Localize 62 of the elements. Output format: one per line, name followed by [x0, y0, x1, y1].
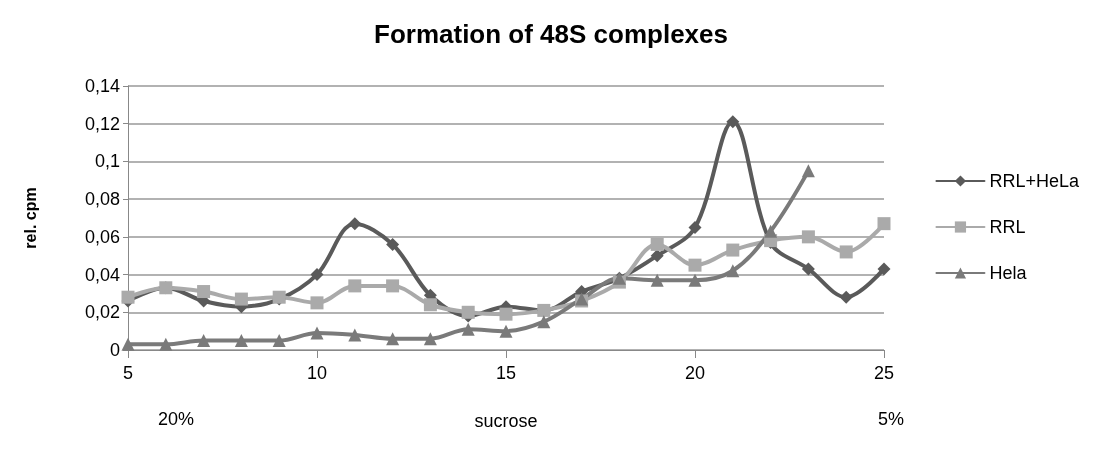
point: [348, 328, 362, 342]
point: [121, 290, 135, 304]
point: [877, 217, 891, 231]
text: 5%: [878, 409, 905, 429]
point: [197, 285, 211, 299]
y-axis-title: rel. cpm: [21, 187, 39, 249]
point: [461, 322, 475, 336]
point: [121, 337, 135, 351]
point: [726, 243, 740, 257]
point: [801, 164, 815, 178]
point: [272, 334, 286, 348]
y-tick-label: 0,04: [84, 264, 120, 285]
y-tick-label: 0,1: [94, 151, 120, 172]
y-tick-label: 0,08: [84, 189, 120, 210]
point: [197, 334, 211, 348]
x-tick-label: 20: [684, 363, 706, 383]
point: [877, 262, 891, 276]
point: [310, 268, 324, 282]
text: 20%: [158, 409, 195, 429]
y-tick-label: 0,02: [84, 302, 120, 323]
point: [726, 264, 740, 278]
point: [801, 230, 815, 244]
x-tick-label: 25: [873, 363, 895, 383]
point: [726, 115, 740, 129]
legend-label: Hela: [989, 263, 1028, 283]
point: [386, 279, 400, 293]
point: [310, 296, 324, 310]
point: [650, 237, 664, 251]
point: [348, 217, 362, 231]
point: [839, 290, 853, 304]
point: [159, 337, 173, 351]
point: [650, 273, 664, 287]
point: [688, 220, 702, 234]
point: [386, 237, 400, 251]
point: [499, 307, 513, 321]
point: [801, 262, 815, 276]
point: [234, 334, 248, 348]
point: [423, 332, 437, 346]
point: [386, 332, 400, 346]
y-tick-label: 0: [109, 340, 120, 360]
y-tick-label: 0,06: [84, 226, 120, 247]
y-tick-label: 0,14: [84, 76, 120, 96]
point: [348, 279, 362, 293]
point: [234, 292, 248, 306]
point: [688, 258, 702, 272]
x-tick-label: 15: [495, 363, 517, 383]
point: [461, 305, 475, 319]
point: [499, 324, 513, 338]
point: [650, 249, 664, 263]
x-axis-title: sucrose: [474, 411, 538, 431]
point: [310, 326, 324, 340]
legend-label: RRL: [989, 217, 1026, 237]
x-tick-label: 10: [306, 363, 328, 383]
point: [764, 224, 778, 238]
legend-label: RRL+HeLa: [989, 171, 1080, 191]
x-tick-label: 5: [122, 363, 134, 383]
y-tick-label: 0,12: [84, 113, 120, 134]
chart-title: Formation of 48S complexes: [374, 19, 728, 49]
point: [423, 298, 437, 312]
point: [537, 315, 551, 329]
point: [688, 273, 702, 287]
point: [839, 245, 853, 259]
